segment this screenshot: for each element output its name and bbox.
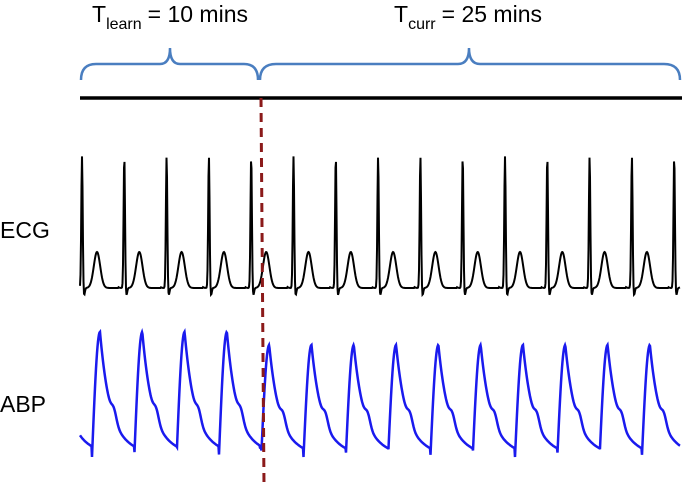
abp-label: ABP <box>0 391 46 417</box>
duration: = 10 mins <box>148 1 248 27</box>
subscript: learn <box>106 16 142 33</box>
subscript: curr <box>408 16 436 33</box>
ecg-waveform <box>79 156 681 298</box>
ecg-label: ECG <box>0 217 50 243</box>
symbol: T <box>92 1 106 27</box>
learn-brace <box>79 47 260 81</box>
current-brace <box>258 47 682 81</box>
duration: = 25 mins <box>442 1 542 27</box>
current-period-label: Tcurr = 25 mins <box>394 1 542 33</box>
symbol: T <box>394 1 408 27</box>
learn-period-label: Tlearn = 10 mins <box>92 1 248 33</box>
abp-waveform <box>78 327 681 458</box>
split-marker <box>259 97 266 486</box>
